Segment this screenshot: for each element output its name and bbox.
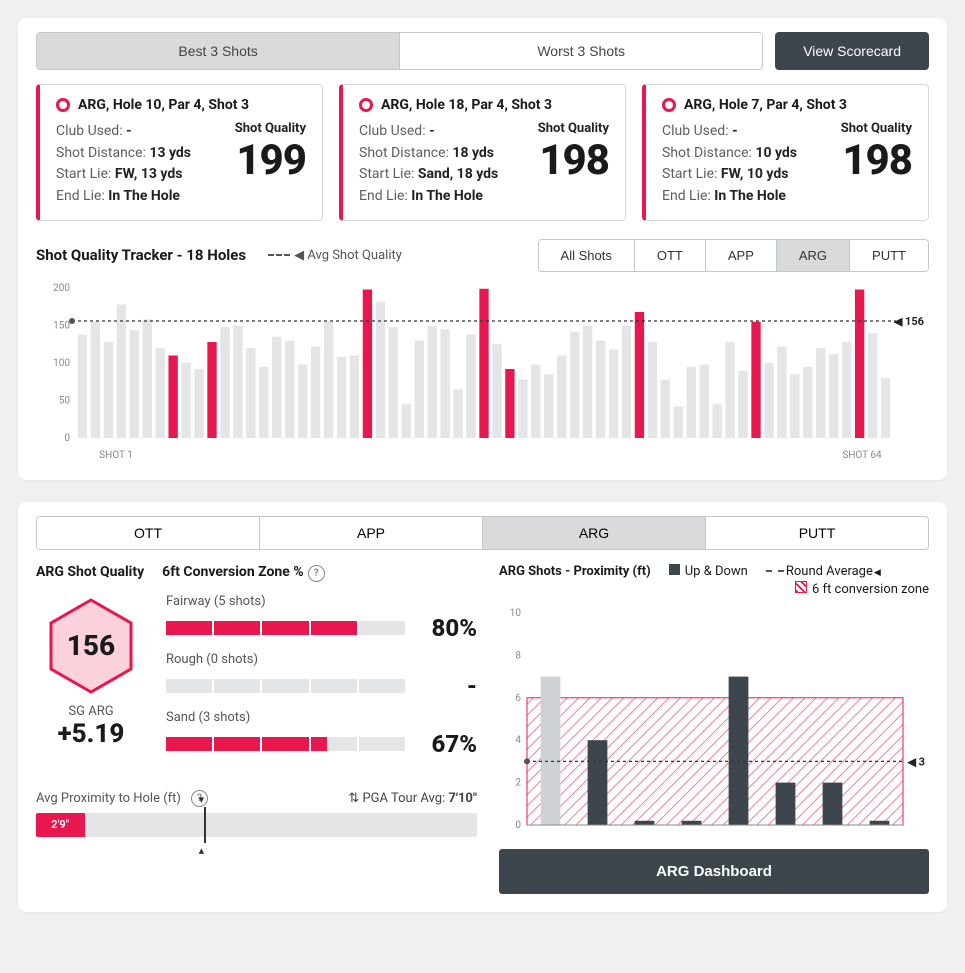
legend-avg: Round Average	[766, 564, 881, 579]
avg-prox-bar: 2'9"	[36, 813, 477, 837]
view-scorecard-button[interactable]: View Scorecard	[775, 32, 929, 70]
svg-text:◀ 156: ◀ 156	[893, 315, 924, 328]
help-icon[interactable]: ?	[308, 565, 325, 582]
sg-value: +5.19	[36, 719, 146, 749]
avg-prox-title: Avg Proximity to Hole (ft)	[36, 791, 181, 806]
bottom-tab-app[interactable]: APP	[260, 517, 483, 549]
bottom-tabs: OTTAPPARGPUTT	[36, 516, 929, 550]
arg-sq-hex-block: 156 SG ARG +5.19	[36, 594, 146, 768]
svg-text:SHOT 64: SHOT 64	[842, 450, 882, 461]
tracker-filter-tabs: All ShotsOTTAPPARGPUTT	[538, 239, 929, 272]
conversion-title: 6ft Conversion Zone %?	[162, 564, 324, 582]
svg-text:◀ 3: ◀ 3	[906, 755, 925, 768]
pga-avg-label: ⇅ PGA Tour Avg: 7'10"	[348, 791, 477, 806]
svg-text:4: 4	[515, 735, 521, 746]
legend-updown: Up & Down	[669, 564, 748, 579]
tracker-title: Shot Quality Tracker - 18 Holes	[36, 246, 246, 264]
shots-row: ARG, Hole 10, Par 4, Shot 3 Club Used: -…	[36, 84, 929, 221]
svg-text:10: 10	[510, 608, 522, 619]
filter-tab-app[interactable]: APP	[706, 240, 777, 271]
svg-text:6: 6	[515, 693, 521, 704]
arg-sq-title: ARG Shot Quality	[36, 564, 144, 582]
shot-card[interactable]: ARG, Hole 7, Par 4, Shot 3 Club Used: - …	[642, 84, 929, 221]
svg-text:100: 100	[53, 358, 70, 369]
sg-label: SG ARG	[36, 704, 146, 719]
tracker-avg-legend: ◀ Avg Shot Quality	[268, 248, 402, 263]
svg-text:0: 0	[64, 433, 70, 444]
svg-text:200: 200	[53, 283, 70, 294]
shot-marker-icon	[662, 98, 676, 112]
shot-card[interactable]: ARG, Hole 18, Par 4, Shot 3 Club Used: -…	[339, 84, 626, 221]
bottom-tab-ott[interactable]: OTT	[37, 517, 260, 549]
filter-tab-all shots[interactable]: All Shots	[539, 240, 635, 271]
tracker-bar-chart: 0 50 100 150 200 ◀ 156 SHOT 1 SHOT 64	[36, 282, 928, 462]
shot-title: ARG, Hole 18, Par 4, Shot 3	[381, 97, 552, 113]
shot-marker-icon	[359, 98, 373, 112]
conversion-row: Sand (3 shots) 67%	[166, 710, 477, 758]
proximity-bar-chart: 0 2 4 6 8 10 ◀ 3	[499, 607, 929, 837]
svg-text:2: 2	[515, 777, 521, 788]
top-card: Best 3 Shots Worst 3 Shots View Scorecar…	[18, 18, 947, 480]
conversion-zone: Fairway (5 shots) 80% Rough (0 shots) - …	[166, 594, 477, 768]
filter-tab-arg[interactable]: ARG	[777, 240, 850, 271]
conversion-row: Fairway (5 shots) 80%	[166, 594, 477, 642]
shot-title: ARG, Hole 10, Par 4, Shot 3	[78, 97, 249, 113]
worst-shots-tab[interactable]: Worst 3 Shots	[400, 33, 762, 69]
bottom-tab-arg[interactable]: ARG	[483, 517, 706, 549]
svg-text:50: 50	[59, 395, 71, 406]
shots-segmented-control: Best 3 Shots Worst 3 Shots	[36, 32, 763, 70]
shot-marker-icon	[56, 98, 70, 112]
conversion-row: Rough (0 shots) -	[166, 652, 477, 700]
svg-text:150: 150	[53, 320, 70, 331]
svg-text:8: 8	[515, 650, 521, 661]
shot-title: ARG, Hole 7, Par 4, Shot 3	[684, 97, 847, 113]
prox-chart-title: ARG Shots - Proximity (ft)	[499, 564, 651, 579]
bottom-card: OTTAPPARGPUTT ARG Shot Quality 6ft Conve…	[18, 502, 947, 912]
arg-dashboard-button[interactable]: ARG Dashboard	[499, 849, 929, 894]
pga-marker	[204, 807, 206, 843]
hex-value: 156	[67, 629, 115, 662]
svg-text:0: 0	[515, 820, 521, 831]
filter-tab-ott[interactable]: OTT	[635, 240, 706, 271]
filter-tab-putt[interactable]: PUTT	[850, 240, 928, 271]
legend-zone: 6 ft conversion zone	[795, 581, 929, 597]
shot-card[interactable]: ARG, Hole 10, Par 4, Shot 3 Club Used: -…	[36, 84, 323, 221]
best-shots-tab[interactable]: Best 3 Shots	[37, 33, 400, 69]
bottom-tab-putt[interactable]: PUTT	[706, 517, 928, 549]
svg-text:SHOT 1: SHOT 1	[99, 450, 133, 461]
